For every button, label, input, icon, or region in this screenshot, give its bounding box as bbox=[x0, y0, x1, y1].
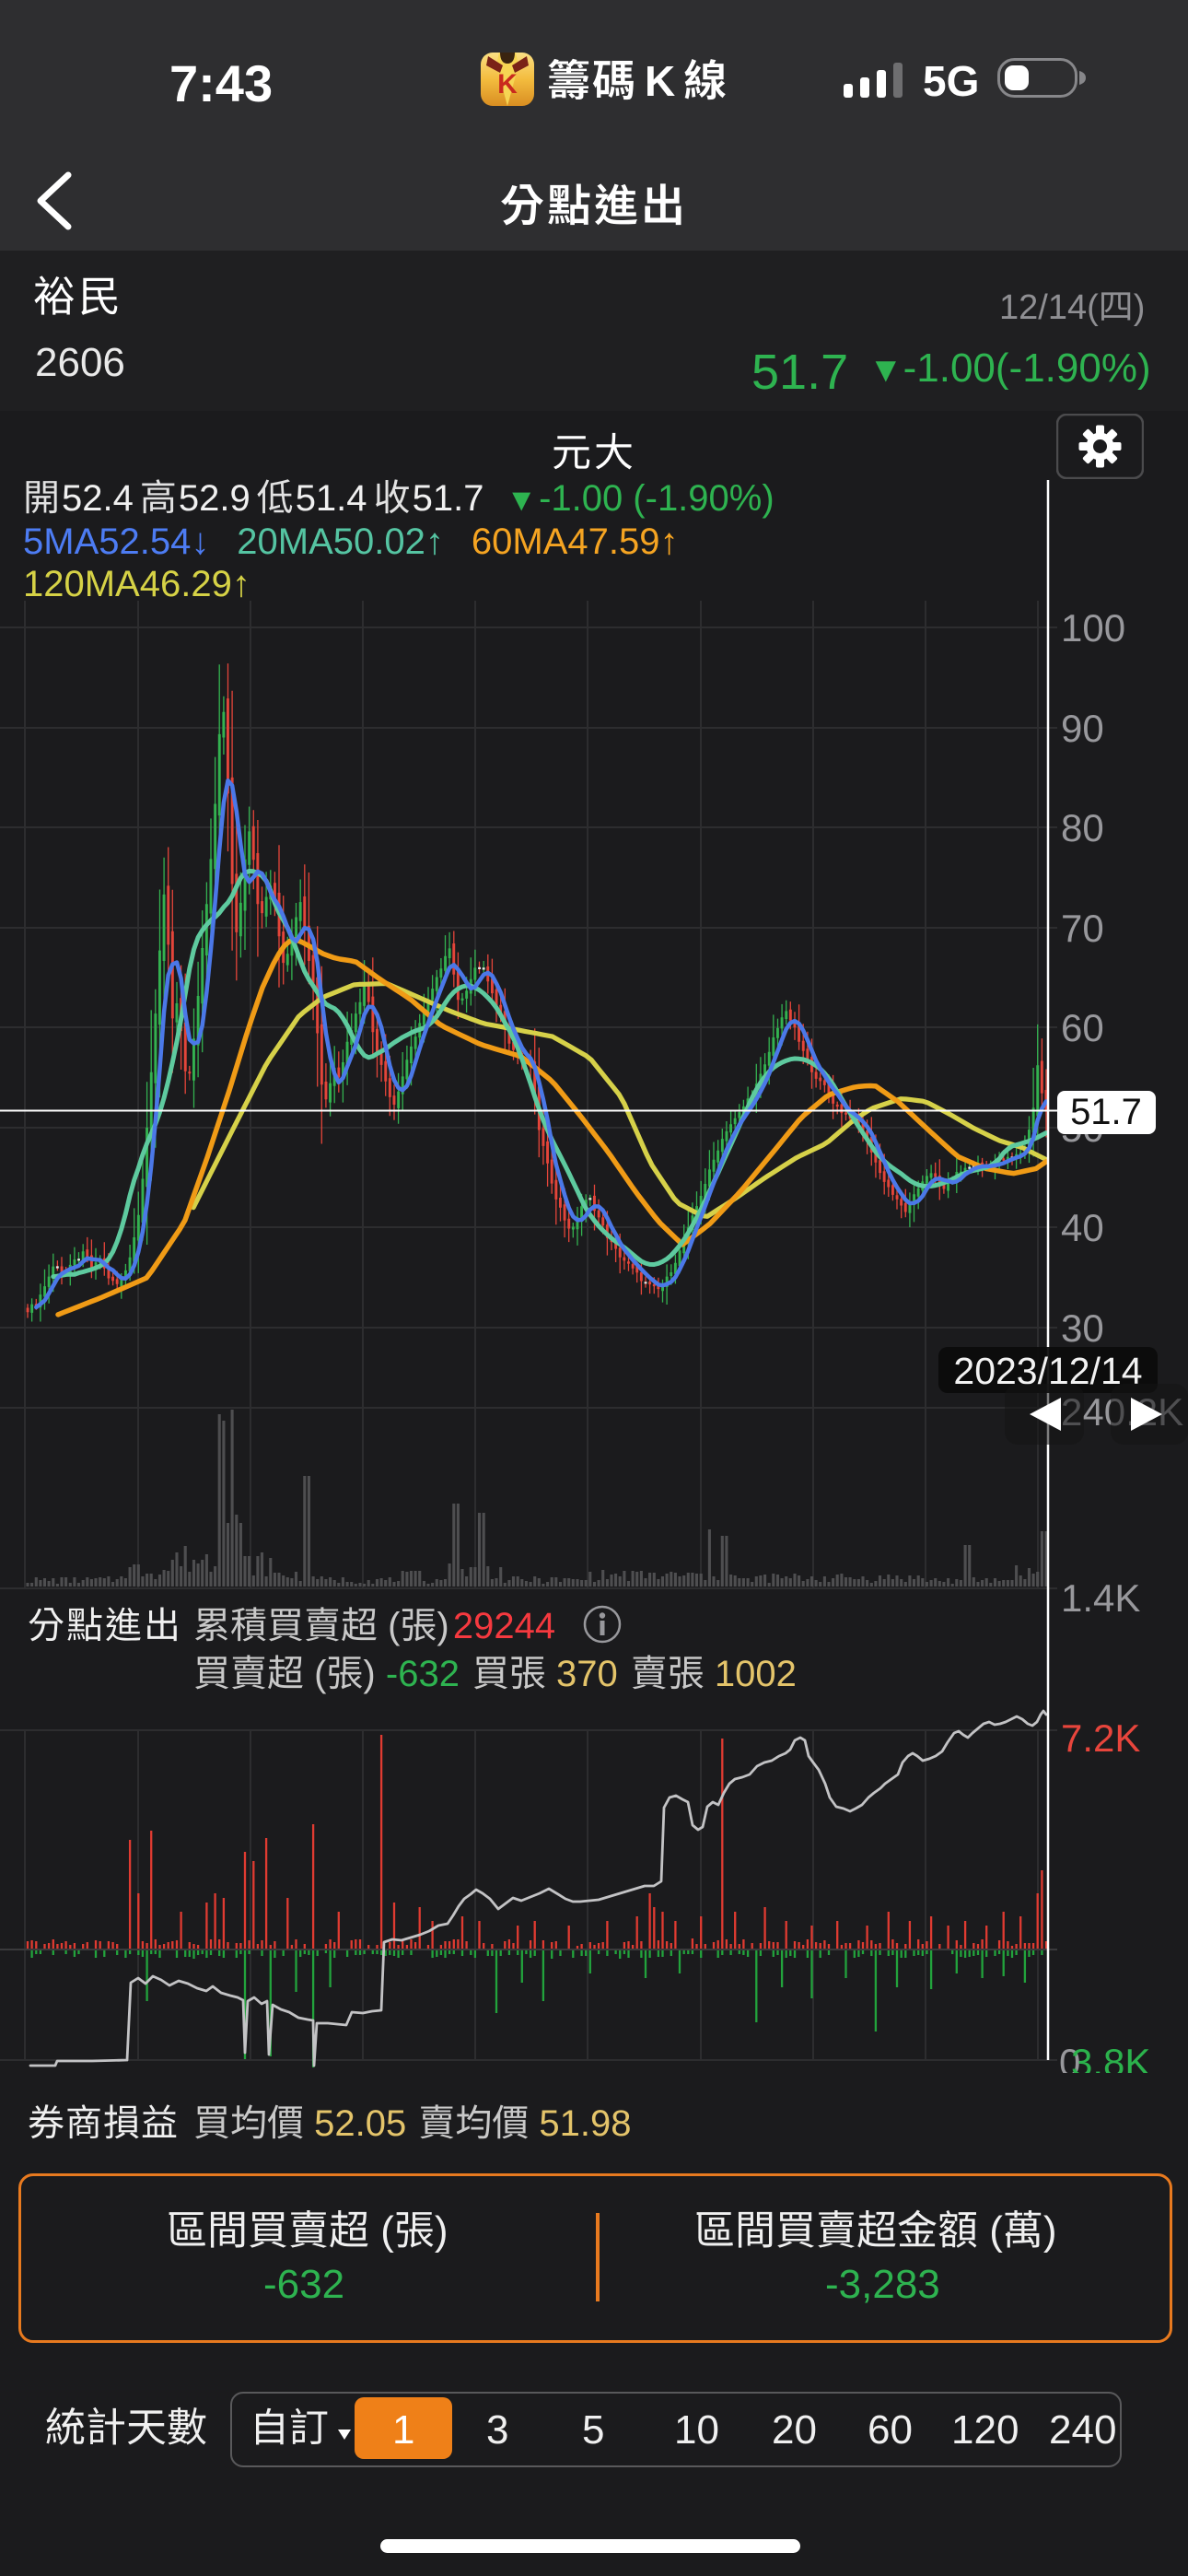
svg-text:40: 40 bbox=[1061, 1206, 1104, 1249]
svg-text:5: 5 bbox=[582, 2407, 604, 2453]
svg-text:12/14(: 12/14( bbox=[999, 288, 1099, 327]
svg-text:(: ( bbox=[314, 1654, 327, 1694]
svg-text:0: 0 bbox=[1059, 2041, 1080, 2073]
svg-text:5MA52.54↓: 5MA52.54↓ bbox=[23, 521, 209, 562]
svg-text:240: 240 bbox=[1049, 2407, 1116, 2453]
svg-text:-1.00(-1.90%): -1.00(-1.90%) bbox=[903, 345, 1151, 391]
svg-text:52.4: 52.4 bbox=[62, 478, 134, 519]
svg-text:51.7: 51.7 bbox=[413, 478, 484, 519]
svg-text:120: 120 bbox=[951, 2407, 1019, 2453]
svg-text:7:43: 7:43 bbox=[169, 54, 273, 112]
svg-text:80: 80 bbox=[1061, 806, 1104, 849]
svg-text:): ) bbox=[435, 2208, 448, 2254]
svg-text:-632: -632 bbox=[386, 1654, 460, 1694]
svg-text:): ) bbox=[1043, 2208, 1057, 2254]
svg-text:20: 20 bbox=[772, 2407, 817, 2453]
svg-text:29244: 29244 bbox=[453, 1606, 555, 1646]
svg-text:52.9: 52.9 bbox=[179, 478, 250, 519]
svg-text:): ) bbox=[1134, 288, 1146, 327]
svg-text:60: 60 bbox=[868, 2407, 913, 2453]
svg-text:): ) bbox=[437, 1606, 448, 1646]
svg-text:90: 90 bbox=[1061, 707, 1104, 750]
svg-text:70: 70 bbox=[1061, 907, 1104, 950]
svg-text:3.8K: 3.8K bbox=[1071, 2041, 1150, 2073]
svg-text:7.2K: 7.2K bbox=[1061, 1716, 1140, 1760]
svg-text:K: K bbox=[497, 69, 518, 100]
svg-text:3: 3 bbox=[486, 2407, 508, 2453]
svg-text:-3,283: -3,283 bbox=[825, 2262, 940, 2307]
svg-text:51.7: 51.7 bbox=[751, 345, 848, 400]
svg-text:▼: ▼ bbox=[506, 483, 537, 518]
svg-text:51.98: 51.98 bbox=[539, 2103, 631, 2144]
svg-text:(: ( bbox=[989, 2208, 1003, 2254]
svg-text:(: ( bbox=[388, 1606, 401, 1646]
svg-text:370: 370 bbox=[556, 1654, 618, 1694]
svg-text:2606: 2606 bbox=[35, 340, 125, 385]
svg-text:100: 100 bbox=[1061, 606, 1125, 650]
svg-text:120MA46.29↑: 120MA46.29↑ bbox=[23, 564, 250, 604]
svg-text:60MA47.59↑: 60MA47.59↑ bbox=[472, 521, 679, 562]
svg-text:5G: 5G bbox=[923, 57, 979, 105]
svg-text:1.4K: 1.4K bbox=[1061, 1576, 1140, 1620]
svg-text:51.7: 51.7 bbox=[1070, 1092, 1142, 1132]
svg-text:): ) bbox=[363, 1654, 375, 1694]
svg-text:(: ( bbox=[380, 2208, 394, 2254]
svg-text:52.05: 52.05 bbox=[314, 2103, 406, 2144]
svg-text:20MA50.02↑: 20MA50.02↑ bbox=[237, 521, 444, 562]
svg-text:(-1.90%): (-1.90%) bbox=[633, 478, 774, 519]
svg-text:K: K bbox=[645, 57, 675, 105]
svg-text:-632: -632 bbox=[263, 2262, 344, 2307]
svg-text:-1.00: -1.00 bbox=[539, 478, 623, 519]
svg-text:60: 60 bbox=[1061, 1006, 1104, 1049]
svg-text:1: 1 bbox=[392, 2407, 414, 2453]
svg-text:10: 10 bbox=[674, 2407, 719, 2453]
svg-text:30: 30 bbox=[1061, 1306, 1104, 1350]
svg-text:1002: 1002 bbox=[715, 1654, 797, 1694]
svg-text:51.4: 51.4 bbox=[296, 478, 367, 519]
svg-text:▼: ▼ bbox=[868, 351, 903, 390]
